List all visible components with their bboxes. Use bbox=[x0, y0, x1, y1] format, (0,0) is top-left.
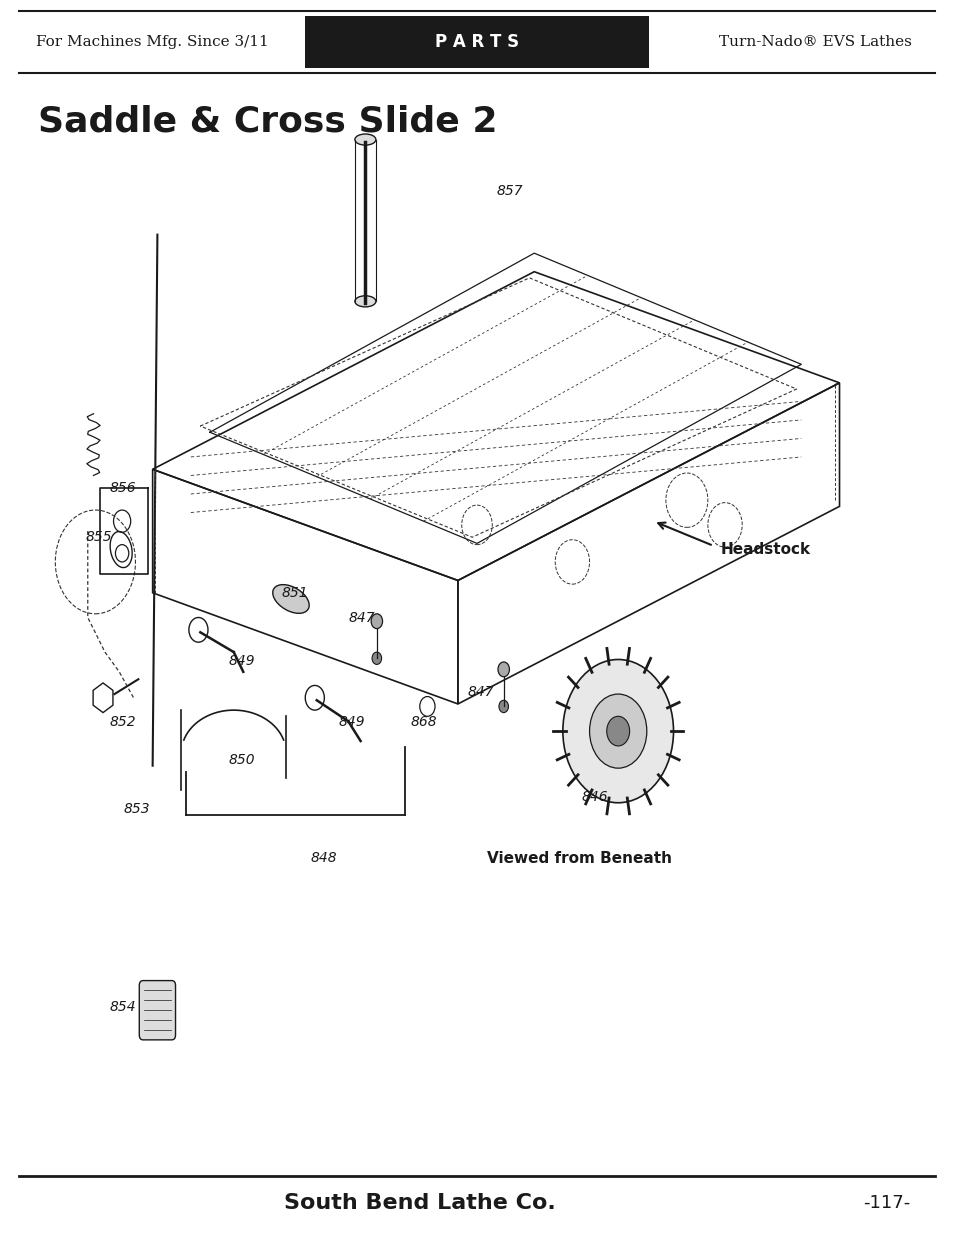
Text: 868: 868 bbox=[410, 715, 436, 730]
Text: Saddle & Cross Slide 2: Saddle & Cross Slide 2 bbox=[38, 105, 497, 140]
Text: 848: 848 bbox=[310, 851, 336, 866]
Text: 849: 849 bbox=[229, 653, 255, 668]
Text: 850: 850 bbox=[229, 752, 255, 767]
FancyBboxPatch shape bbox=[139, 981, 175, 1040]
Text: 856: 856 bbox=[110, 480, 136, 495]
Circle shape bbox=[371, 614, 382, 629]
Text: Turn-Nado® EVS Lathes: Turn-Nado® EVS Lathes bbox=[719, 35, 911, 49]
Text: 847: 847 bbox=[467, 684, 494, 699]
Circle shape bbox=[498, 700, 508, 713]
Ellipse shape bbox=[273, 584, 309, 614]
Text: 851: 851 bbox=[281, 585, 308, 600]
Circle shape bbox=[372, 652, 381, 664]
Text: Headstock: Headstock bbox=[720, 542, 809, 557]
Text: South Bend Lathe Co.: South Bend Lathe Co. bbox=[284, 1193, 555, 1213]
Circle shape bbox=[589, 694, 646, 768]
Text: 846: 846 bbox=[581, 789, 608, 804]
Text: P A R T S: P A R T S bbox=[435, 33, 518, 51]
Text: 852: 852 bbox=[110, 715, 136, 730]
Circle shape bbox=[562, 659, 673, 803]
Circle shape bbox=[497, 662, 509, 677]
Text: Viewed from Beneath: Viewed from Beneath bbox=[486, 851, 671, 866]
Text: 855: 855 bbox=[86, 530, 112, 545]
Text: For Machines Mfg. Since 3/11: For Machines Mfg. Since 3/11 bbox=[36, 35, 269, 49]
Text: 853: 853 bbox=[124, 802, 151, 816]
Text: 847: 847 bbox=[348, 610, 375, 625]
Ellipse shape bbox=[355, 296, 375, 308]
FancyBboxPatch shape bbox=[305, 16, 648, 68]
Text: -117-: -117- bbox=[862, 1194, 910, 1212]
Text: 857: 857 bbox=[496, 184, 522, 199]
Text: 854: 854 bbox=[110, 999, 136, 1014]
Text: 849: 849 bbox=[338, 715, 365, 730]
Ellipse shape bbox=[355, 135, 375, 146]
Circle shape bbox=[606, 716, 629, 746]
